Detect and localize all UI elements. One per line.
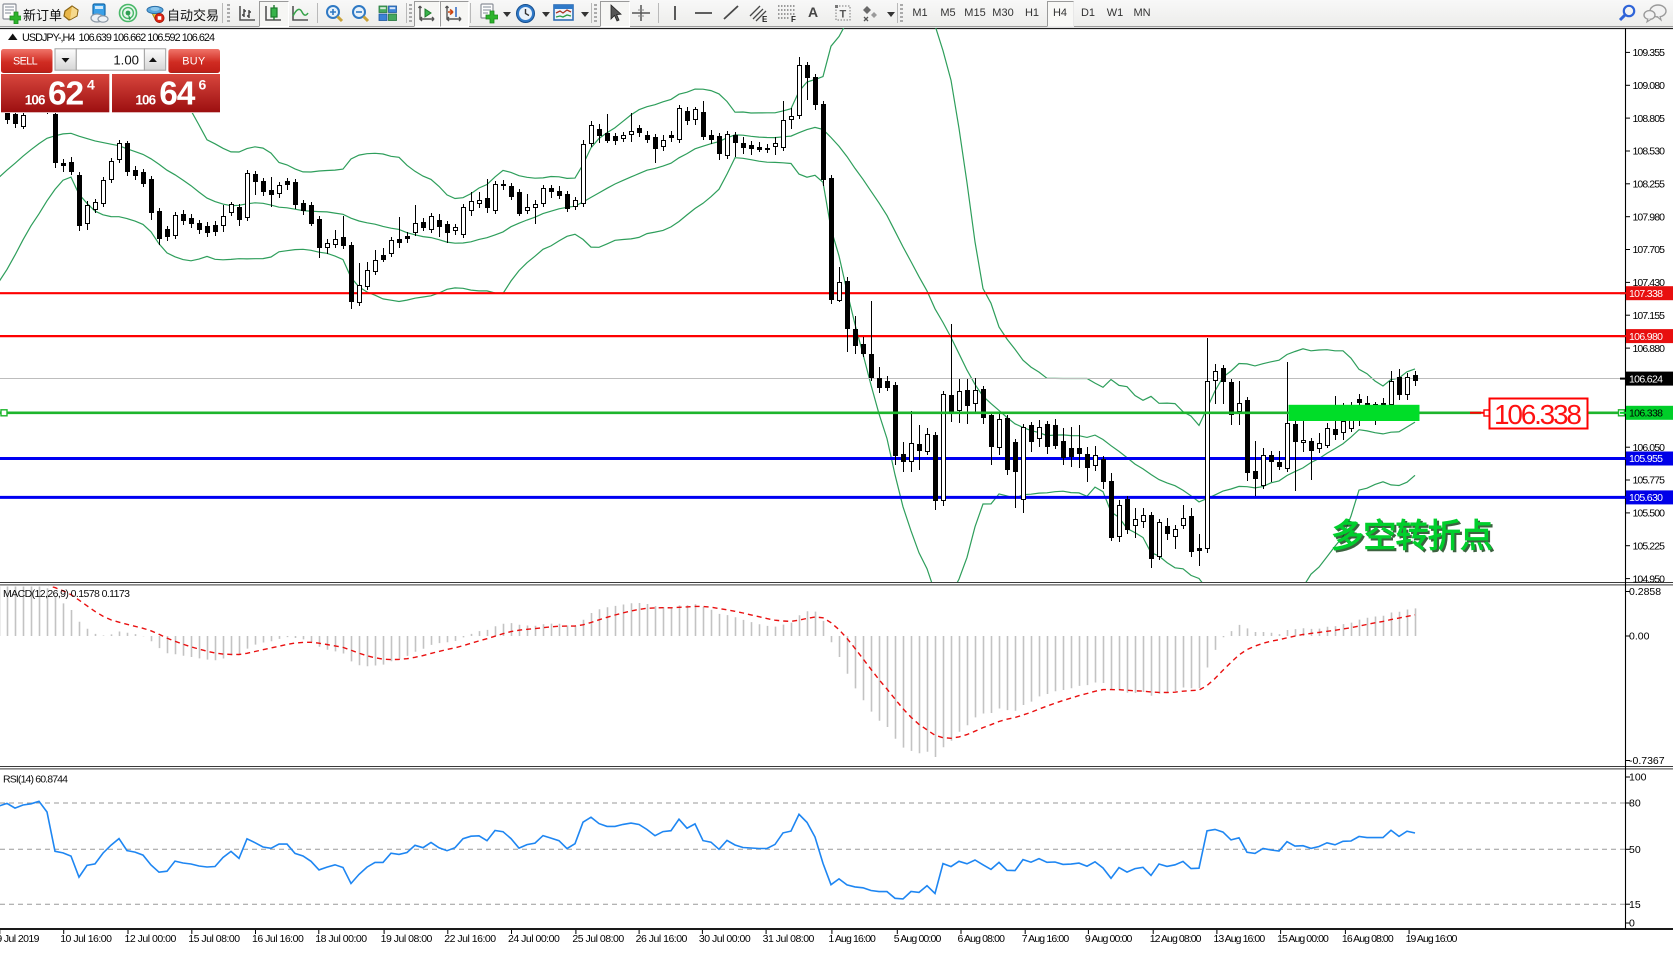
svg-text:MACD(12,26,9) 0.1578 0.1173: MACD(12,26,9) 0.1578 0.1173 xyxy=(3,588,130,600)
svg-text:26 Jul 16:00: 26 Jul 16:00 xyxy=(636,933,688,945)
svg-text:19 Aug 16:00: 19 Aug 16:00 xyxy=(1406,933,1458,945)
svg-text:22 Jul 16:00: 22 Jul 16:00 xyxy=(444,933,496,945)
svg-text:7 Aug 16:00: 7 Aug 16:00 xyxy=(1022,933,1070,945)
svg-text:1.00: 1.00 xyxy=(113,53,139,68)
svg-text:106: 106 xyxy=(25,93,46,108)
svg-text:108.805: 108.805 xyxy=(1633,113,1666,125)
svg-text:109.355: 109.355 xyxy=(1633,47,1666,59)
svg-text:15: 15 xyxy=(1629,899,1641,911)
svg-text:USDJPY-,H4 106.639 106.662 10: USDJPY-,H4 106.639 106.662 106.592 106.6… xyxy=(22,32,215,44)
svg-text:25 Jul 08:00: 25 Jul 08:00 xyxy=(572,933,624,945)
svg-text:9 Jul 2019: 9 Jul 2019 xyxy=(0,933,40,945)
svg-text:64: 64 xyxy=(159,76,196,113)
svg-text:0: 0 xyxy=(1629,918,1635,930)
svg-text:15 Jul 08:00: 15 Jul 08:00 xyxy=(188,933,240,945)
svg-text:80: 80 xyxy=(1629,798,1641,810)
svg-text:16 Aug 08:00: 16 Aug 08:00 xyxy=(1342,933,1394,945)
svg-text:106.338: 106.338 xyxy=(1494,399,1582,430)
svg-text:109.080: 109.080 xyxy=(1633,80,1666,92)
svg-text:107.155: 107.155 xyxy=(1633,310,1666,322)
svg-text:62: 62 xyxy=(48,76,84,113)
svg-text:E: E xyxy=(762,15,768,24)
svg-text:108.255: 108.255 xyxy=(1633,179,1666,191)
svg-text:100: 100 xyxy=(1629,772,1647,784)
svg-text:6: 6 xyxy=(199,76,207,92)
svg-text:106.880: 106.880 xyxy=(1633,343,1666,355)
svg-text:RSI(14) 60.8744: RSI(14) 60.8744 xyxy=(3,774,68,786)
svg-text:31 Jul 08:00: 31 Jul 08:00 xyxy=(763,933,815,945)
svg-text:BUY: BUY xyxy=(182,56,205,68)
svg-text:0.2858: 0.2858 xyxy=(1629,586,1661,598)
svg-text:107.980: 107.980 xyxy=(1633,211,1666,223)
svg-text:15 Aug 00:00: 15 Aug 00:00 xyxy=(1277,933,1329,945)
svg-text:4: 4 xyxy=(87,76,95,92)
svg-text:107.338: 107.338 xyxy=(1629,288,1663,300)
svg-text:106.338: 106.338 xyxy=(1629,408,1663,420)
svg-text:多空转折点: 多空转折点 xyxy=(1333,519,1495,556)
svg-text:106.050: 106.050 xyxy=(1633,442,1666,454)
svg-text:1 Aug 16:00: 1 Aug 16:00 xyxy=(828,933,876,945)
svg-text:-0.7367: -0.7367 xyxy=(1629,755,1665,767)
svg-text:30 Jul 00:00: 30 Jul 00:00 xyxy=(699,933,751,945)
svg-text:13 Aug 16:00: 13 Aug 16:00 xyxy=(1213,933,1265,945)
svg-text:104.950: 104.950 xyxy=(1633,573,1666,585)
svg-text:105.225: 105.225 xyxy=(1633,540,1666,552)
svg-text:105.630: 105.630 xyxy=(1629,492,1663,504)
svg-text:5 Aug 00:00: 5 Aug 00:00 xyxy=(894,933,942,945)
svg-text:108.530: 108.530 xyxy=(1633,146,1666,158)
svg-text:19 Jul 08:00: 19 Jul 08:00 xyxy=(381,933,433,945)
svg-text:105.955: 105.955 xyxy=(1629,453,1663,465)
svg-text:F: F xyxy=(791,15,796,24)
svg-text:50: 50 xyxy=(1629,844,1641,856)
svg-text:10 Jul 16:00: 10 Jul 16:00 xyxy=(60,933,112,945)
svg-text:106.980: 106.980 xyxy=(1629,331,1663,343)
svg-text:SELL: SELL xyxy=(13,56,38,68)
svg-text:105.775: 105.775 xyxy=(1633,475,1666,487)
svg-text:12 Aug 08:00: 12 Aug 08:00 xyxy=(1150,933,1202,945)
svg-text:106: 106 xyxy=(135,93,156,108)
svg-text:16 Jul 16:00: 16 Jul 16:00 xyxy=(252,933,304,945)
svg-text:24 Jul 00:00: 24 Jul 00:00 xyxy=(508,933,560,945)
svg-text:6 Aug 08:00: 6 Aug 08:00 xyxy=(958,933,1006,945)
svg-text:0.00: 0.00 xyxy=(1629,631,1650,643)
svg-text:107.705: 107.705 xyxy=(1633,244,1666,256)
svg-text:9 Aug 00:00: 9 Aug 00:00 xyxy=(1085,933,1133,945)
svg-text:106.624: 106.624 xyxy=(1629,373,1663,385)
svg-text:107.430: 107.430 xyxy=(1633,277,1666,289)
svg-text:18 Jul 00:00: 18 Jul 00:00 xyxy=(315,933,367,945)
svg-text:多空转折点: 多空转折点 xyxy=(1331,517,1493,554)
svg-text:T: T xyxy=(840,9,847,21)
svg-text:12 Jul 00:00: 12 Jul 00:00 xyxy=(125,933,177,945)
svg-text:105.500: 105.500 xyxy=(1633,508,1666,520)
